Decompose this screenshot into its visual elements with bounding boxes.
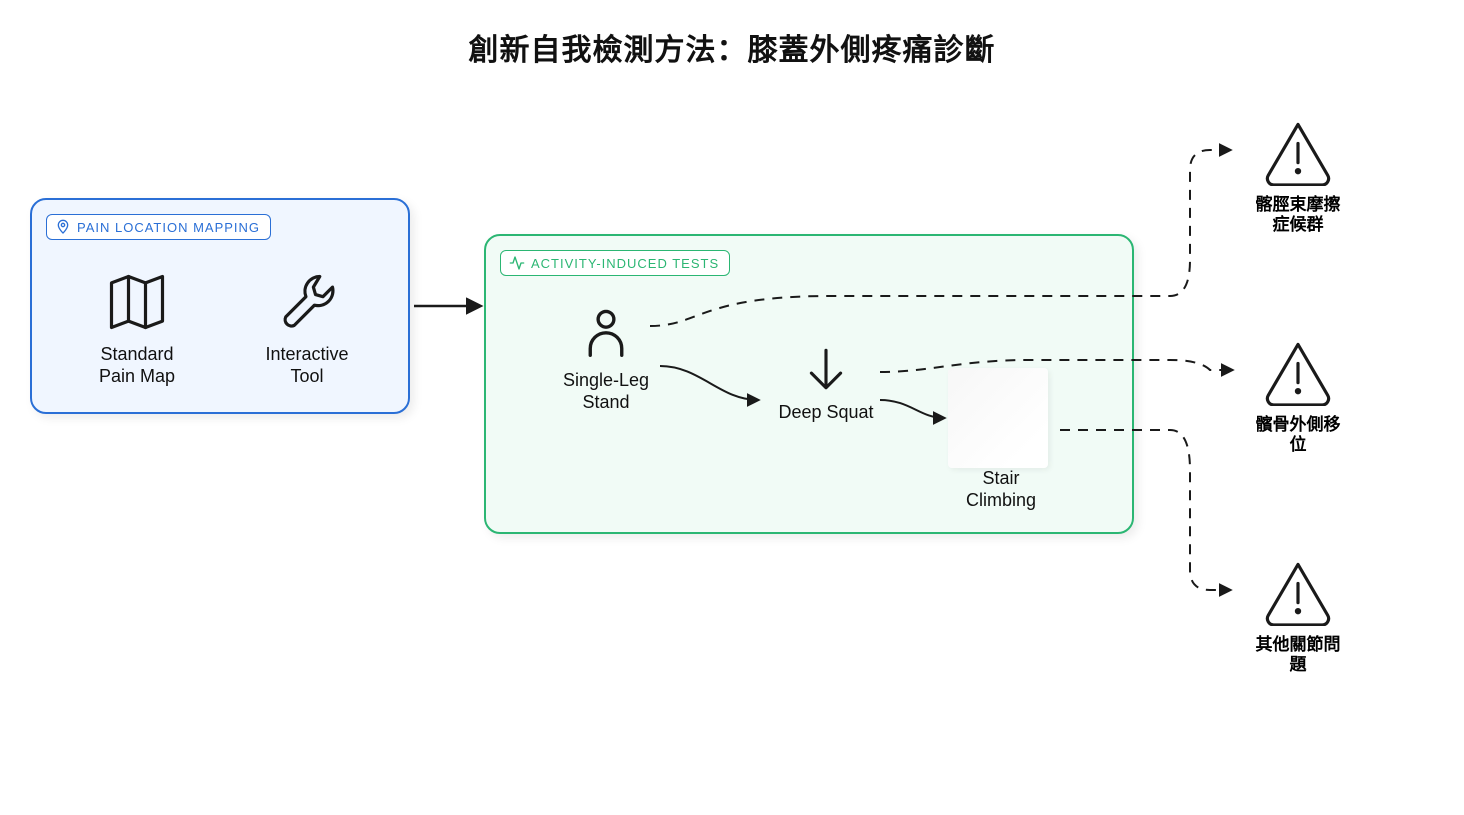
card-activity-tests: ACTIVITY-INDUCED TESTS Single-LegStand D… <box>484 234 1134 534</box>
item-label: InteractiveTool <box>242 344 372 387</box>
card-label-text: ACTIVITY-INDUCED TESTS <box>531 256 719 271</box>
warning-icon <box>1264 338 1332 406</box>
pin-icon <box>55 219 71 235</box>
item-label: Single-LegStand <box>541 370 671 413</box>
person-icon <box>579 308 633 362</box>
activity-icon <box>509 255 525 271</box>
item-label: Deep Squat <box>761 402 891 424</box>
warning-icon <box>1264 118 1332 186</box>
item-label: StandardPain Map <box>72 344 202 387</box>
item-standard-pain-map: StandardPain Map <box>72 268 202 387</box>
item-single-leg-stand: Single-LegStand <box>541 308 671 413</box>
item-stair-climbing: StairClimbing <box>936 468 1066 511</box>
card-label-pain-location: PAIN LOCATION MAPPING <box>46 214 271 240</box>
card-label-text: PAIN LOCATION MAPPING <box>77 220 260 235</box>
page-title: 創新自我檢測方法：膝蓋外側疼痛診斷 <box>0 25 1464 69</box>
diagnosis-patella: 髕骨外側移位 <box>1238 338 1358 456</box>
diagnosis-label: 其他關節問題 <box>1238 635 1358 676</box>
diagnosis-other: 其他關節問題 <box>1238 558 1358 676</box>
arrow-down-icon <box>801 344 851 394</box>
diagnosis-itbs: 髂脛束摩擦症候群 <box>1238 118 1358 236</box>
card-label-activity-tests: ACTIVITY-INDUCED TESTS <box>500 250 730 276</box>
card-pain-location: PAIN LOCATION MAPPING StandardPain Map I… <box>30 198 410 414</box>
map-icon <box>103 268 171 336</box>
item-label: StairClimbing <box>936 468 1066 511</box>
item-interactive-tool: InteractiveTool <box>242 268 372 387</box>
stair-box <box>948 368 1048 468</box>
diagnosis-label: 髕骨外側移位 <box>1238 415 1358 456</box>
diagnosis-label: 髂脛束摩擦症候群 <box>1238 195 1358 236</box>
item-deep-squat: Deep Squat <box>761 344 891 424</box>
warning-icon <box>1264 558 1332 626</box>
wrench-icon <box>273 268 341 336</box>
